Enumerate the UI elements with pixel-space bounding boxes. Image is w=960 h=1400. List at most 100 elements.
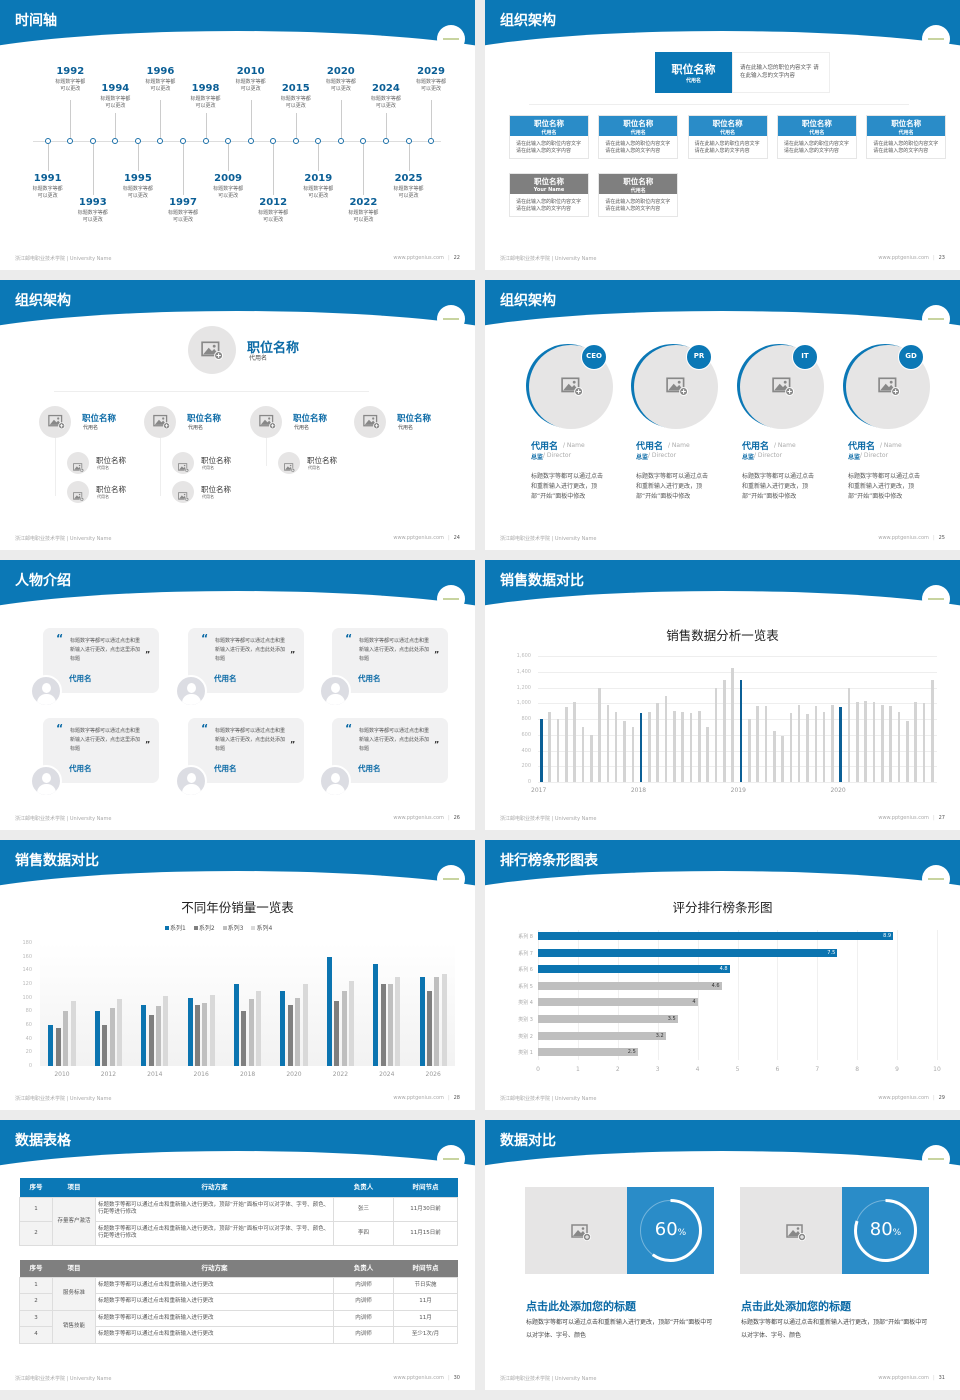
- bar[interactable]: [441, 973, 447, 1066]
- bar[interactable]: [540, 719, 543, 782]
- org-top-box[interactable]: 职位名称 代用名: [655, 52, 732, 93]
- image-placeholder[interactable]: [740, 1187, 842, 1274]
- bar[interactable]: [864, 700, 868, 782]
- bar[interactable]: [656, 703, 660, 782]
- bar[interactable]: [581, 726, 585, 782]
- bar[interactable]: [380, 984, 386, 1066]
- timeline-dot[interactable]: [360, 138, 367, 144]
- slide[interactable]: 销售数据对比 浙江邮电职业技术学院 | University Name www.pp…: [0, 840, 475, 1110]
- bar[interactable]: [117, 999, 122, 1066]
- timeline-dot[interactable]: [292, 138, 299, 144]
- item-title[interactable]: 点击此处添加您的标题: [741, 1300, 851, 1313]
- bar[interactable]: [187, 997, 193, 1066]
- bar[interactable]: [673, 711, 676, 782]
- bar[interactable]: [839, 707, 843, 782]
- bar[interactable]: [148, 1014, 154, 1066]
- bar[interactable]: [195, 1004, 200, 1066]
- bar[interactable]: [548, 711, 551, 782]
- bar[interactable]: [772, 730, 776, 782]
- bar[interactable]: [714, 687, 718, 782]
- bar[interactable]: [881, 704, 884, 782]
- bar[interactable]: [664, 696, 668, 782]
- bar[interactable]: [94, 1011, 100, 1066]
- bar[interactable]: [209, 994, 215, 1066]
- bar[interactable]: [922, 703, 926, 782]
- org-box[interactable]: 职位名称 代用名 请在此输入您的职位内容文字请在此输入您的文字内容: [687, 115, 768, 159]
- timeline-dot[interactable]: [67, 138, 74, 144]
- org-box[interactable]: 职位名称 代用名 请在此输入您的职位内容文字请在此输入您的文字内容: [598, 115, 679, 159]
- timeline-dot[interactable]: [382, 138, 389, 144]
- timeline-dot[interactable]: [315, 138, 322, 144]
- bar[interactable]: [914, 701, 917, 782]
- table-row[interactable]: 2 标题数字等都可以通过点击和重新输入进行更改，顶部“开始”面板中可以对字体、字号…: [19, 1220, 458, 1246]
- bar[interactable]: [326, 956, 332, 1066]
- timeline-dot[interactable]: [270, 138, 277, 144]
- org-box[interactable]: 职位名称 代用名 请在此输入您的职位内容文字请在此输入您的文字内容: [509, 115, 589, 159]
- timeline-dot[interactable]: [157, 138, 164, 144]
- bar[interactable]: [639, 712, 643, 782]
- table-row[interactable]: 1 存量客户激活 标题数字等都可以通过点击和重新输入进行更改，顶部“开始”面板中可以…: [19, 1196, 458, 1246]
- org-top-circle[interactable]: [188, 326, 236, 374]
- org-box[interactable]: 职位名称 Your Name 请在此输入您的职位内容文字请在此输入您的文字内容: [509, 173, 589, 217]
- bar[interactable]: [63, 1011, 69, 1066]
- bar[interactable]: [109, 1007, 115, 1066]
- org-box[interactable]: 职位名称 代用名 请在此输入您的职位内容文字请在此输入您的文字内容: [866, 115, 947, 159]
- bar[interactable]: [341, 990, 347, 1066]
- bar[interactable]: [756, 706, 759, 782]
- bar[interactable]: [70, 1001, 76, 1066]
- timeline-dot[interactable]: [405, 138, 412, 144]
- bar[interactable]: [373, 963, 379, 1066]
- org-box[interactable]: 职位名称 代用名 请在此输入您的职位内容文字请在此输入您的文字内容: [776, 115, 857, 159]
- bar[interactable]: [163, 996, 169, 1066]
- slide[interactable]: 销售数据对比 浙江邮电职业技术学院 | University Name www.pp…: [485, 560, 960, 830]
- bar[interactable]: [564, 707, 568, 782]
- bar[interactable]: [831, 704, 834, 782]
- bar[interactable]: [156, 1005, 161, 1066]
- bar[interactable]: [789, 713, 793, 782]
- bar[interactable]: [623, 720, 626, 782]
- testimonial-card[interactable]: “ 标题数字等都可以通过点击和重新输入进行更改，点击此处添加标题 ” 代用名: [332, 718, 448, 783]
- bar[interactable]: [427, 990, 432, 1066]
- timeline-dot[interactable]: [112, 138, 119, 144]
- bar[interactable]: [48, 1025, 54, 1066]
- bar[interactable]: [538, 998, 698, 1007]
- bar[interactable]: [797, 704, 801, 782]
- bar[interactable]: [689, 712, 693, 782]
- bar[interactable]: [872, 701, 876, 782]
- table-row[interactable]: 1 服务标准 标题数字等都可以通过点击和重新输入进行更改 内训师 节日实施: [19, 1276, 458, 1311]
- timeline-dot[interactable]: [225, 138, 232, 144]
- testimonial-card[interactable]: “ 标题数字等都可以通过点击和重新输入进行更改，点击这里添加标题 ” 代用名: [43, 628, 159, 693]
- bar[interactable]: [806, 714, 809, 782]
- slide[interactable]: 排行榜条形图表 浙江邮电职业技术学院 | University Name www.p…: [485, 840, 960, 1110]
- slide[interactable]: 数据表格 浙江邮电职业技术学院 | University Name www.pptg…: [0, 1120, 475, 1390]
- bar[interactable]: [538, 1015, 678, 1023]
- testimonial-card[interactable]: “ 标题数字等都可以通过点击和重新输入进行更改，点击此处添加标题 ” 代用名: [188, 718, 304, 783]
- timeline-dot[interactable]: [180, 138, 186, 144]
- bar[interactable]: [334, 1001, 340, 1066]
- bar[interactable]: [349, 980, 354, 1066]
- bar[interactable]: [241, 1011, 247, 1066]
- bar[interactable]: [573, 701, 576, 782]
- bar[interactable]: [598, 687, 601, 782]
- slide[interactable]: 组织架构 浙江邮电职业技术学院 | University Name www.pptg…: [485, 280, 960, 550]
- bar[interactable]: [234, 984, 239, 1066]
- bar[interactable]: [781, 736, 784, 782]
- bar[interactable]: [906, 720, 909, 782]
- bar[interactable]: [55, 1028, 61, 1066]
- bar[interactable]: [538, 981, 722, 990]
- bar[interactable]: [589, 734, 593, 782]
- testimonial-card[interactable]: “ 标题数字等都可以通过点击和重新输入进行更改，点击此处添加标题 ” 代用名: [332, 628, 448, 693]
- table-row[interactable]: 3 销售技能 标题数字等都可以通过点击和重新输入进行更改 内训师 11月: [19, 1309, 458, 1344]
- bar[interactable]: [931, 679, 934, 782]
- bar[interactable]: [723, 679, 726, 782]
- bar[interactable]: [814, 706, 818, 782]
- bar[interactable]: [648, 711, 651, 782]
- slide[interactable]: 组织架构 浙江邮电职业技术学院 | University Name www.pptg…: [0, 280, 475, 550]
- bar[interactable]: [141, 1004, 147, 1066]
- org-box[interactable]: 职位名称 代用名 请在此输入您的职位内容文字请在此输入您的文字内容: [598, 173, 679, 217]
- bar[interactable]: [538, 1031, 666, 1040]
- image-placeholder[interactable]: [525, 1187, 627, 1274]
- bar[interactable]: [556, 719, 560, 782]
- bar[interactable]: [280, 990, 286, 1066]
- testimonial-card[interactable]: “ 标题数字等都可以通过点击和重新输入进行更改，点击此处添加标题 ” 代用名: [188, 628, 304, 693]
